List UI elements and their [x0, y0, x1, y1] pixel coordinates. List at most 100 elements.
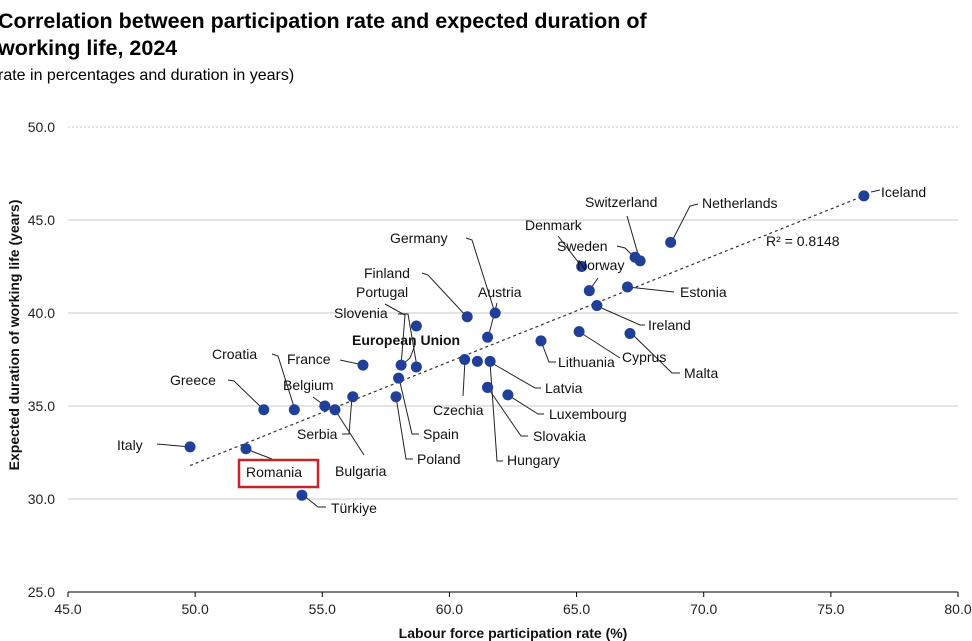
leader-line-ireland: [596, 305, 645, 326]
label-belgium: Belgium: [283, 377, 334, 393]
label-switzerland: Switzerland: [585, 194, 657, 210]
point-luxembourg: [502, 389, 514, 401]
label-spain: Spain: [423, 426, 459, 442]
point-labels: Iceland Netherlands Switzerland Sweden Denma…: [117, 184, 926, 516]
label-croatia: Croatia: [212, 346, 257, 362]
point-germany: [482, 331, 494, 343]
label-norway: Norway: [577, 257, 624, 273]
point-estonia: [621, 281, 633, 293]
label-sweden: Sweden: [557, 238, 608, 254]
label-france: France: [287, 351, 331, 367]
x-tick-label: 70.0: [690, 601, 717, 617]
label-slovakia: Slovakia: [533, 428, 586, 444]
label-cyprus: Cyprus: [622, 349, 666, 365]
label-greece: Greece: [170, 372, 216, 388]
point-finland: [461, 311, 473, 323]
label-european-union: European Union: [352, 332, 460, 348]
label-austria: Austria: [478, 284, 522, 300]
label-bulgaria: Bulgaria: [335, 463, 387, 479]
label-poland: Poland: [417, 451, 461, 467]
point-slovenia: [410, 320, 422, 332]
label-serbia: Serbia: [297, 426, 338, 442]
point-iceland: [858, 190, 870, 202]
point-sweden: [629, 251, 641, 263]
label-italy: Italy: [117, 437, 143, 453]
point-lithuania: [535, 335, 547, 347]
point-hungary: [482, 381, 494, 393]
leader-line-hungary: [489, 361, 503, 462]
trendline: [189, 195, 865, 467]
leader-line-greece: [227, 379, 265, 411]
point-italy: [184, 441, 196, 453]
label-netherlands: Netherlands: [702, 195, 778, 211]
x-tick-label: 55.0: [309, 601, 336, 617]
point-denmark: [576, 261, 588, 272]
leader-line-netherlands: [670, 203, 699, 244]
label-denmark: Denmark: [525, 217, 583, 233]
leader-line-poland: [395, 396, 413, 460]
label-finland: Finland: [364, 265, 410, 281]
x-tick-label: 60.0: [436, 601, 463, 617]
label-portugal: Portugal: [356, 284, 408, 300]
axes: 25.0 30.0 35.0 40.0 45.0 50.0 45.0 50.0 55.0 60.0…: [6, 119, 972, 641]
point-austria: [489, 307, 501, 319]
point-t-rkiye: [296, 489, 308, 501]
leader-lines: [156, 189, 881, 508]
point-netherlands: [665, 236, 677, 248]
point-serbia: [329, 404, 341, 416]
chart-title-line1: Correlation between participation rate a…: [0, 9, 647, 33]
point-romania: [240, 443, 252, 455]
label-germany: Germany: [390, 230, 448, 246]
leader-line-germany: [465, 237, 496, 314]
chart-title: Correlation between participation rate a…: [0, 8, 758, 62]
label-romania: Romania: [246, 464, 302, 480]
label-lithuania: Lithuania: [558, 354, 615, 370]
leader-line-malta: [629, 331, 680, 374]
leader-line-finland: [421, 272, 468, 318]
label-estonia: Estonia: [680, 284, 727, 300]
r-squared-label: R² = 0.8148: [766, 233, 840, 249]
label-iceland: Iceland: [881, 184, 926, 200]
label-czechia: Czechia: [433, 402, 484, 418]
x-tick-label: 65.0: [563, 601, 590, 617]
x-tick-label: 75.0: [817, 601, 844, 617]
point-poland: [390, 391, 402, 403]
y-tick-label: 30.0: [28, 491, 55, 507]
x-tick-label: 50.0: [182, 601, 209, 617]
x-tick-label: 80.0: [944, 601, 971, 617]
label-malta: Malta: [684, 365, 718, 381]
leader-line-slovenia: [398, 313, 418, 368]
data-points: [184, 190, 870, 501]
leader-line-croatia: [271, 353, 296, 411]
chart-title-line2: working life, 2024: [0, 36, 178, 60]
leader-line-slovakia: [487, 387, 528, 437]
point-croatia: [288, 404, 300, 416]
label-latvia: Latvia: [545, 380, 583, 396]
leader-line-luxembourg: [507, 394, 544, 415]
leader-line-cyprus: [577, 330, 621, 359]
label-luxembourg: Luxembourg: [549, 406, 627, 422]
point-cyprus: [573, 326, 585, 338]
leader-line-t-rkiye: [302, 494, 326, 508]
point-european-union: [471, 355, 483, 367]
chart-subtitle: rate in percentages and duration in year…: [0, 67, 295, 84]
leader-line-serbia: [342, 396, 353, 435]
point-france: [357, 359, 369, 371]
y-tick-label: 35.0: [28, 398, 55, 414]
leader-line-lithuania: [540, 340, 556, 363]
y-tick-label: 40.0: [28, 305, 55, 321]
point-spain: [393, 372, 405, 384]
label-hungary: Hungary: [507, 452, 560, 468]
point-latvia: [484, 355, 496, 367]
point-portugal: [395, 359, 407, 371]
leader-line-latvia: [489, 361, 541, 389]
leader-line-spain: [398, 377, 419, 435]
point-bulgaria: [347, 391, 359, 403]
label-ireland: Ireland: [648, 317, 691, 333]
leader-line-portugal: [384, 303, 406, 367]
point-norway: [583, 285, 595, 297]
label-t-rkiye: Türkiye: [331, 500, 377, 516]
leader-line-czechia: [462, 359, 466, 397]
highlight-box-romania: [237, 458, 320, 489]
leader-line-estonia: [627, 286, 675, 293]
